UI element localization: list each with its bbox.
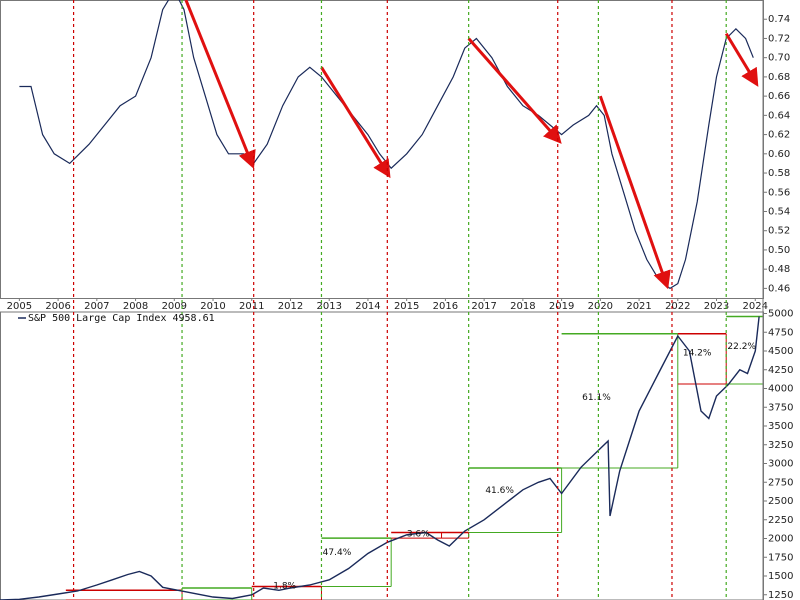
x-tick-label: 2019 xyxy=(549,301,574,312)
percent-annotation: 61.1% xyxy=(582,393,611,403)
trend-arrow xyxy=(320,66,391,179)
x-tick-label: 2018 xyxy=(510,301,535,312)
upper-y-tick-label: 0.50 xyxy=(768,245,790,256)
percent-annotation: 3.6% xyxy=(407,529,430,539)
price-line xyxy=(0,316,760,600)
upper-y-tick-label: 0.64 xyxy=(768,110,790,121)
lower-y-tick-label: 3750 xyxy=(768,402,793,413)
x-tick-label: 2016 xyxy=(433,301,458,312)
lower-y-tick-label: 3250 xyxy=(768,440,793,451)
percent-annotation: 1.8% xyxy=(273,581,296,591)
lower-y-tick-label: 2000 xyxy=(768,534,793,545)
percent-annotation: 14.2% xyxy=(683,349,712,359)
upper-y-tick-label: 0.68 xyxy=(768,72,790,83)
x-tick-label: 2024 xyxy=(743,301,768,312)
upper-y-tick-label: 0.66 xyxy=(768,91,790,102)
x-tick-label: 2013 xyxy=(316,301,341,312)
lower-y-tick-label: 2750 xyxy=(768,477,793,488)
upper-y-tick-label: 0.54 xyxy=(768,206,790,217)
lower-y-tick-label: 1250 xyxy=(768,590,793,600)
x-tick-label: 2011 xyxy=(239,301,264,312)
upper-y-tick-label: 0.56 xyxy=(768,187,790,198)
upper-y-tick-label: 0.60 xyxy=(768,149,790,160)
x-tick-label: 2007 xyxy=(84,301,109,312)
x-tick-label: 2014 xyxy=(355,301,380,312)
percent-annotation: 47.4% xyxy=(323,548,352,558)
lower-y-tick-label: 3000 xyxy=(768,459,793,470)
x-tick-label: 2010 xyxy=(200,301,225,312)
trend-arrow xyxy=(467,37,562,144)
upper-y-tick-label: 0.62 xyxy=(768,130,790,141)
x-tick-label: 2015 xyxy=(394,301,419,312)
upper-y-tick-label: 0.74 xyxy=(768,14,790,25)
upper-y-tick-label: 0.58 xyxy=(768,168,790,179)
upper-y-tick-label: 0.72 xyxy=(768,33,790,44)
lower-y-tick-label: 1750 xyxy=(768,552,793,563)
lower-y-tick-label: 1500 xyxy=(768,571,793,582)
lower-y-tick-label: 5000 xyxy=(768,309,793,320)
lower-y-tick-label: 3500 xyxy=(768,421,793,432)
lower-y-tick-label: 4750 xyxy=(768,327,793,338)
x-tick-label: 2008 xyxy=(123,301,148,312)
x-tick-label: 2017 xyxy=(471,301,496,312)
x-tick-label: 2005 xyxy=(7,301,32,312)
trend-arrow xyxy=(184,0,256,169)
upper-y-tick-label: 0.46 xyxy=(768,283,790,294)
x-tick-label: 2023 xyxy=(704,301,729,312)
lower-y-tick-label: 4500 xyxy=(768,346,793,357)
x-tick-label: 2012 xyxy=(278,301,303,312)
upper-y-tick-label: 0.52 xyxy=(768,226,790,237)
upper-y-tick-label: 0.48 xyxy=(768,264,790,275)
percent-annotation: 41.6% xyxy=(485,486,514,496)
x-tick-label: 2020 xyxy=(588,301,613,312)
trend-arrow xyxy=(598,95,671,290)
trend-arrow xyxy=(724,32,759,87)
legend-label: S&P 500 Large Cap Index 4958.61 xyxy=(28,313,215,324)
x-tick-label: 2022 xyxy=(665,301,690,312)
lower-y-tick-label: 2250 xyxy=(768,515,793,526)
x-tick-label: 2006 xyxy=(45,301,70,312)
percent-annotation: 22.2% xyxy=(727,342,756,352)
x-tick-label: 2009 xyxy=(162,301,187,312)
lower-y-tick-label: 2500 xyxy=(768,496,793,507)
upper-panel: 0.46 0.48 0.50 0.52 0.54 0.56 0.58 0.60 0.62 0.64… xyxy=(0,0,790,312)
lower-y-tick-label: 4250 xyxy=(768,365,793,376)
upper-y-tick-label: 0.70 xyxy=(768,53,790,64)
x-tick-label: 2021 xyxy=(626,301,651,312)
lower-y-tick-label: 4000 xyxy=(768,384,793,395)
